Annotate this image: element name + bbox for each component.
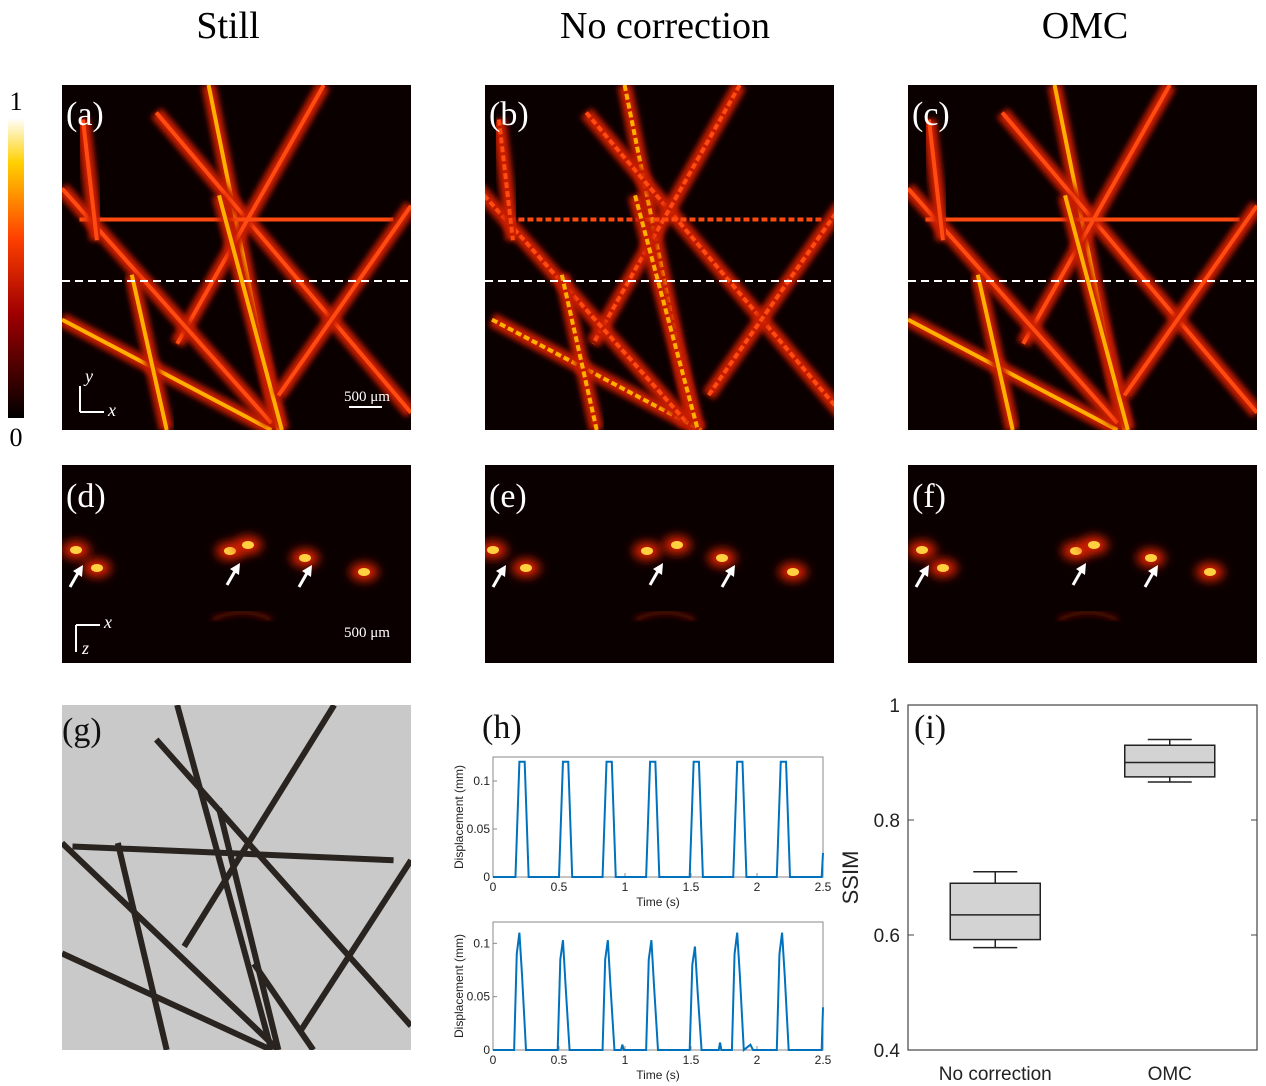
x-tick-label: No correction bbox=[939, 1064, 1052, 1085]
x-tick-label: 0 bbox=[490, 880, 497, 894]
panel-label: (f) bbox=[912, 478, 946, 515]
spot bbox=[487, 546, 499, 554]
spot bbox=[641, 547, 653, 555]
spot bbox=[1088, 541, 1100, 549]
panel-label: (g) bbox=[62, 712, 102, 749]
spot bbox=[916, 546, 928, 554]
panel-label: (a) bbox=[66, 96, 104, 133]
panel-label: (d) bbox=[66, 478, 106, 515]
x-tick-label: 0.5 bbox=[551, 880, 568, 894]
image-xz: (e) bbox=[479, 465, 834, 663]
x-tick-label: 0 bbox=[490, 1053, 497, 1067]
panel-label: (b) bbox=[489, 96, 529, 133]
y-tick-label: 0 bbox=[483, 870, 490, 884]
panel-label: (h) bbox=[482, 709, 522, 746]
x-tick-label: 0.5 bbox=[551, 1053, 568, 1067]
box bbox=[1125, 745, 1215, 777]
image-xy: (a) bbox=[62, 85, 411, 430]
panel-label: (e) bbox=[489, 478, 527, 515]
photo: (g) bbox=[62, 705, 411, 1050]
axis-letter: z bbox=[81, 638, 89, 658]
y-tick-label: 1 bbox=[889, 696, 900, 717]
y-axis-label: Displacement (mm) bbox=[452, 765, 466, 869]
axis-letter: y bbox=[83, 366, 93, 386]
y-tick-label: 0.05 bbox=[467, 822, 491, 836]
spot bbox=[716, 554, 728, 562]
x-tick-label: OMC bbox=[1148, 1064, 1192, 1085]
axis-letter: x bbox=[103, 612, 112, 632]
column-title: Still bbox=[196, 5, 259, 47]
x-axis-label: Time (s) bbox=[636, 1068, 680, 1082]
spot bbox=[91, 564, 103, 572]
box bbox=[950, 883, 1040, 939]
plot-frame bbox=[493, 922, 823, 1050]
x-tick-label: 2.5 bbox=[815, 1053, 832, 1067]
panel-label: (c) bbox=[912, 96, 950, 133]
x-tick-label: 1.5 bbox=[683, 1053, 700, 1067]
colorbar-label: 1 bbox=[10, 87, 23, 116]
spot bbox=[224, 547, 236, 555]
y-tick-label: 0.05 bbox=[467, 990, 491, 1004]
y-tick-label: 0.1 bbox=[473, 774, 490, 788]
x-tick-label: 1 bbox=[622, 1053, 629, 1067]
panel-label: (i) bbox=[914, 709, 946, 746]
x-axis-label: Time (s) bbox=[636, 895, 680, 909]
colorbar-label: 0 bbox=[10, 423, 23, 452]
axis-letter: x bbox=[107, 400, 116, 420]
y-tick-label: 0.8 bbox=[874, 811, 900, 832]
column-title: No correction bbox=[560, 5, 770, 47]
image-xz: (f) bbox=[908, 465, 1257, 663]
y-axis-label: SSIM bbox=[838, 851, 863, 905]
colorbar bbox=[8, 118, 24, 418]
scale-bar-label: 500 μm bbox=[344, 389, 390, 405]
spot bbox=[671, 541, 683, 549]
x-tick-label: 2 bbox=[754, 1053, 761, 1067]
y-tick-label: 0 bbox=[483, 1043, 490, 1057]
figure: Still No correction OMC 0 1 (a) (d) (b) (e) (c… bbox=[0, 0, 1266, 1086]
x-tick-label: 2.5 bbox=[815, 880, 832, 894]
x-tick-label: 1 bbox=[622, 880, 629, 894]
y-tick-label: 0.4 bbox=[874, 1041, 901, 1062]
y-tick-label: 0.6 bbox=[874, 926, 900, 947]
image-xy: (b) bbox=[478, 85, 841, 430]
spot bbox=[242, 541, 254, 549]
y-tick-label: 0.1 bbox=[473, 936, 490, 950]
spot bbox=[358, 568, 370, 576]
spot bbox=[937, 564, 949, 572]
spot bbox=[299, 554, 311, 562]
column-title: OMC bbox=[1042, 5, 1129, 47]
scale-bar-label: 500 μm bbox=[344, 625, 390, 641]
spot bbox=[520, 564, 532, 572]
spot bbox=[787, 568, 799, 576]
spot bbox=[1204, 568, 1216, 576]
image-xy: (c) bbox=[908, 85, 1257, 430]
spot bbox=[1145, 554, 1157, 562]
spot bbox=[1070, 547, 1082, 555]
x-tick-label: 1.5 bbox=[683, 880, 700, 894]
x-tick-label: 2 bbox=[754, 880, 761, 894]
spot bbox=[70, 546, 82, 554]
y-axis-label: Displacement (mm) bbox=[452, 934, 466, 1038]
